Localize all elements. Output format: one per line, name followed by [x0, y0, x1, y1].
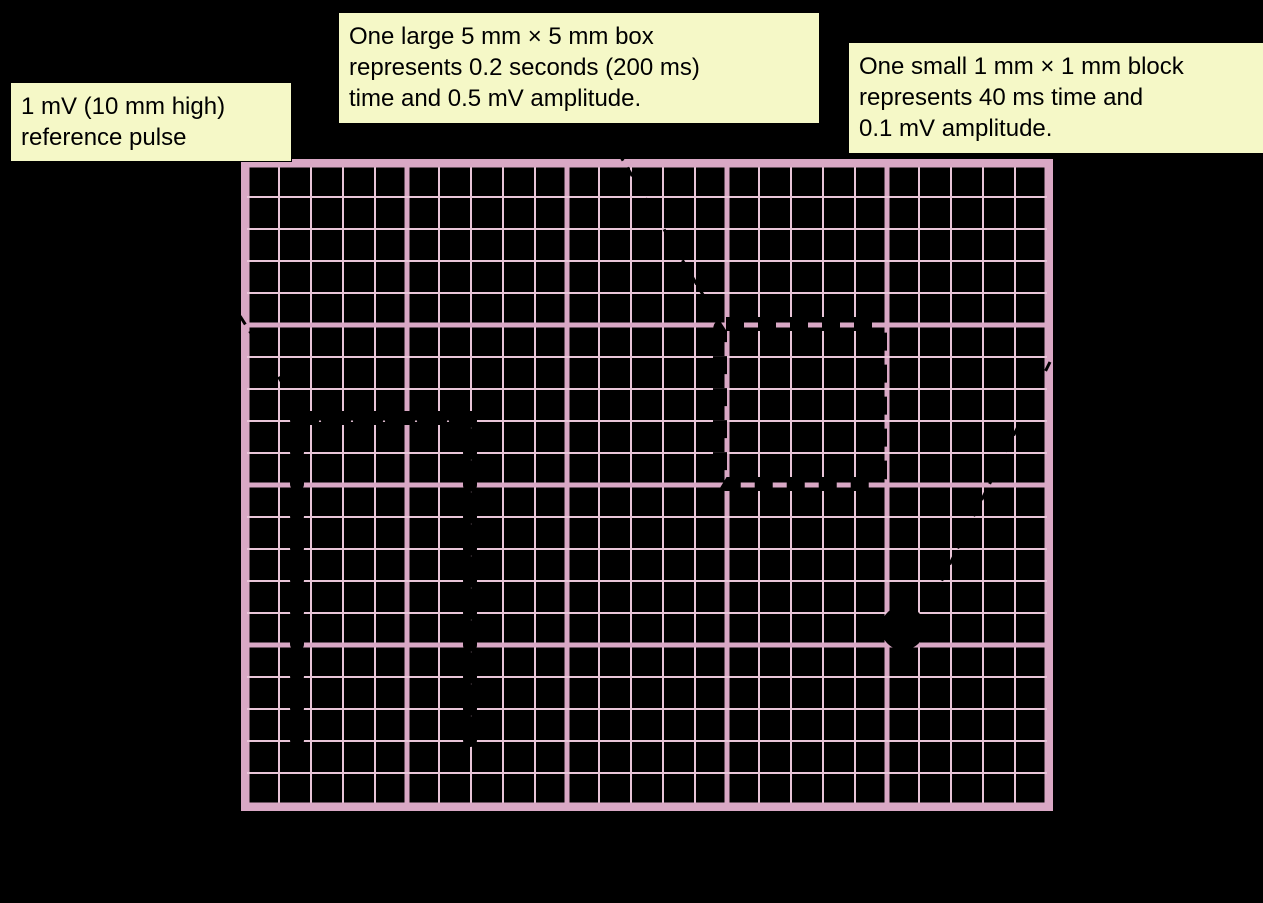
annotation-small-block: One small 1 mm × 1 mm block represents 4… — [848, 42, 1263, 154]
leader-line — [938, 362, 1050, 588]
large-box-shape — [720, 324, 880, 484]
annotation-large-line3: time and 0.5 mV amplitude. — [349, 85, 641, 112]
ref-pulse-shape — [297, 418, 470, 740]
small-block-shape — [881, 606, 925, 650]
annotation-ref-pulse: 1 mV (10 mm high) reference pulse — [10, 82, 292, 162]
annotation-small-line3: 0.1 mV amplitude. — [859, 115, 1052, 142]
annotation-small-line2: represents 40 ms time and — [859, 84, 1143, 111]
leader-line — [240, 316, 288, 392]
annotation-small-line1: One small 1 mm × 1 mm block — [859, 53, 1184, 80]
annotation-ref-line2: reference pulse — [21, 124, 186, 151]
annotation-ref-line1: 1 mV (10 mm high) — [21, 93, 225, 120]
annotation-large-line1: One large 5 mm × 5 mm box — [349, 23, 654, 50]
annotation-large-box: One large 5 mm × 5 mm box represents 0.2… — [338, 12, 820, 124]
leader-line — [618, 152, 718, 320]
annotation-large-line2: represents 0.2 seconds (200 ms) — [349, 54, 700, 81]
